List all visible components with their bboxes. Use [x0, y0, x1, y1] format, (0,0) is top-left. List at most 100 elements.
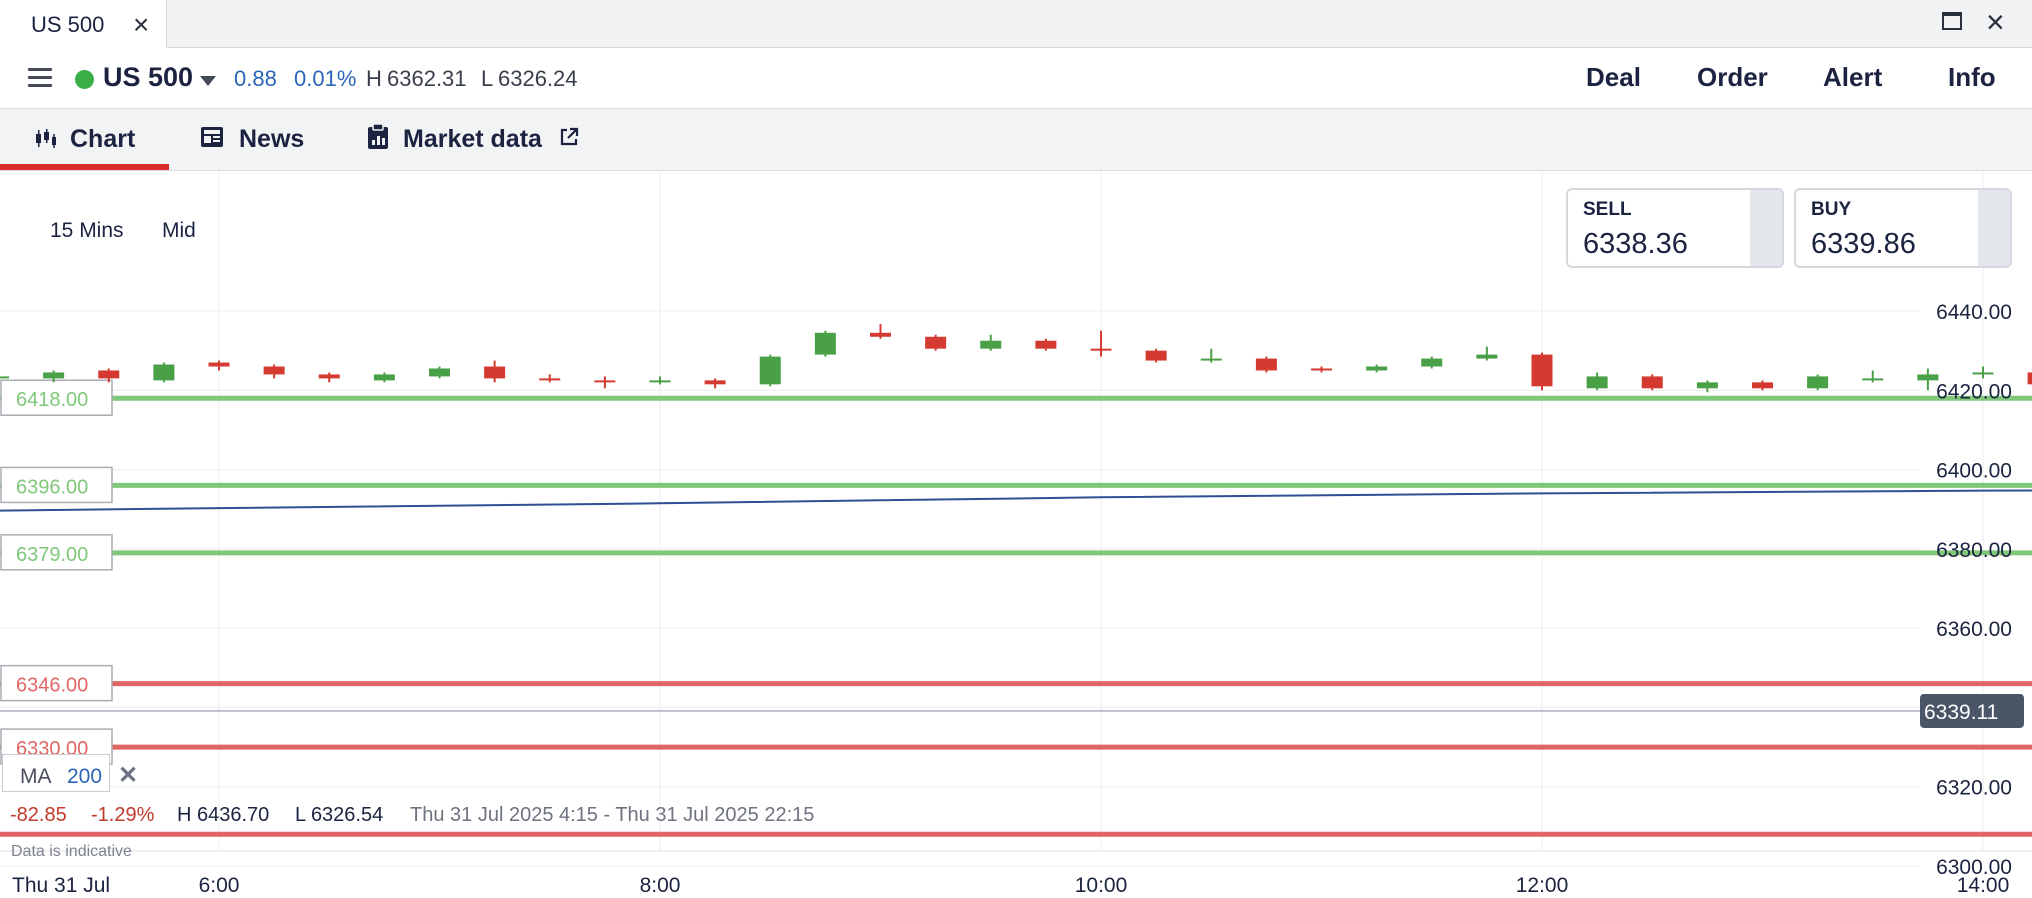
candle-body[interactable]	[814, 332, 836, 355]
period-change-value: -82.85	[10, 804, 67, 826]
y-axis-tick-label: 6360.00	[1936, 618, 2012, 641]
candle-body[interactable]	[1200, 358, 1222, 361]
candle-body[interactable]	[649, 380, 671, 383]
tab-title: US 500	[31, 12, 105, 37]
y-axis-tick-label: 6400.00	[1936, 460, 2012, 483]
candle-body[interactable]	[1311, 368, 1332, 371]
price-level-tag[interactable]	[0, 379, 113, 416]
high-value: 6362.31	[387, 66, 467, 91]
candle-body[interactable]	[1641, 376, 1663, 389]
candle-body[interactable]	[1090, 348, 1112, 351]
candle-body[interactable]	[539, 378, 561, 381]
period-change-percent: -1.29%	[91, 804, 155, 826]
buy-button-side	[1978, 190, 2010, 266]
candle-body[interactable]	[43, 372, 65, 379]
price-level-tag[interactable]	[0, 534, 113, 571]
price-level-label: 6346.00	[16, 675, 88, 697]
price-type-selector[interactable]: Mid	[150, 216, 208, 246]
y-axis-tick-label: 6440.00	[1936, 301, 2012, 324]
tab-market-data[interactable]: Market data	[364, 109, 594, 170]
candle-body[interactable]	[759, 356, 781, 385]
tab-chart[interactable]: Chart	[0, 109, 169, 170]
current-price-label: 6339.11	[1924, 701, 1998, 724]
candle-body[interactable]	[1035, 340, 1057, 349]
view-tabs: Chart News Market data	[0, 109, 2032, 171]
high-label: H	[366, 66, 382, 91]
candle-body[interactable]	[208, 362, 230, 367]
candle-body[interactable]	[1752, 382, 1773, 389]
candlestick-icon	[36, 129, 56, 148]
candle-body[interactable]	[704, 380, 726, 385]
maximize-icon[interactable]	[1942, 12, 1962, 30]
candle-body[interactable]	[373, 374, 395, 381]
tab-chart-label: Chart	[70, 125, 136, 153]
candle-body[interactable]	[1807, 376, 1829, 389]
window-tab[interactable]: US 500 ×	[0, 0, 167, 48]
candle-body[interactable]	[1255, 358, 1277, 371]
clipboard-icon	[368, 123, 388, 149]
period-range: Thu 31 Jul 2025 4:15 - Thu 31 Jul 2025 2…	[410, 804, 815, 826]
price-level-label: 6379.00	[16, 544, 88, 566]
sell-price: 6338.36	[1583, 228, 1688, 260]
indicator-period[interactable]: 200	[67, 765, 103, 788]
price-chart[interactable]: 6418.006396.006379.006346.006330.006440.…	[0, 171, 2032, 898]
x-axis-date-label: Thu 31 Jul	[12, 874, 110, 897]
candle-body[interactable]	[870, 332, 891, 337]
y-axis-tick-label: 6380.00	[1936, 539, 2012, 562]
candle-body[interactable]	[1696, 382, 1718, 389]
candle-body[interactable]	[1421, 358, 1443, 367]
candle-body[interactable]	[1917, 374, 1939, 381]
y-axis-tick-label: 6320.00	[1936, 777, 2012, 800]
candle-body[interactable]	[2027, 372, 2032, 385]
candle-body[interactable]	[594, 380, 616, 383]
candle-body[interactable]	[484, 366, 506, 379]
candle-body[interactable]	[925, 336, 947, 349]
candle-body[interactable]	[1366, 366, 1388, 371]
daily-change-percent: 0.01%	[294, 66, 357, 91]
timeframe-selector[interactable]: 15 Mins	[36, 216, 138, 246]
price-level-tag[interactable]	[0, 664, 113, 702]
ma-200-line	[0, 489, 2032, 512]
candle-body[interactable]	[0, 376, 9, 379]
external-link-icon[interactable]	[558, 126, 580, 148]
remove-indicator-icon[interactable]: ✕	[118, 762, 139, 789]
tab-news[interactable]: News	[196, 109, 316, 170]
candle-body[interactable]	[980, 340, 1002, 349]
x-axis-tick-label: 12:00	[1516, 874, 1569, 897]
x-axis-tick-label: 6:00	[199, 874, 240, 897]
candle-body[interactable]	[429, 368, 450, 377]
order-button[interactable]: Order	[1697, 62, 1768, 92]
candle-body[interactable]	[98, 370, 120, 379]
low-value: 6326.24	[498, 66, 578, 91]
candle-body[interactable]	[1862, 378, 1884, 381]
sell-label: SELL	[1583, 199, 1632, 220]
daily-change-value: 0.88	[234, 66, 277, 91]
x-axis-tick-label: 14:00	[1957, 874, 2010, 897]
sell-button[interactable]: SELL 6338.36	[1566, 188, 1784, 268]
tab-close-icon[interactable]: ×	[133, 9, 150, 40]
candle-body[interactable]	[1586, 376, 1608, 389]
title-bar: US 500 × ×	[0, 0, 2032, 48]
candle-body[interactable]	[1972, 372, 1994, 375]
buy-button[interactable]: BUY 6339.86	[1794, 188, 2012, 268]
y-axis-tick-label: 6300.00	[1936, 856, 2012, 879]
deal-button[interactable]: Deal	[1586, 62, 1641, 92]
info-button[interactable]: Info	[1948, 62, 1996, 92]
candle-body[interactable]	[153, 364, 175, 381]
y-axis-tick-label: 6420.00	[1936, 380, 2012, 403]
period-high: H 6436.70	[177, 804, 270, 826]
chevron-down-icon[interactable]	[200, 76, 216, 86]
candle-body[interactable]	[263, 366, 285, 375]
hamburger-menu-icon[interactable]	[28, 68, 52, 88]
price-level-label: 6418.00	[16, 389, 88, 411]
x-axis-tick-label: 8:00	[640, 874, 681, 897]
alert-button[interactable]: Alert	[1823, 62, 1883, 92]
market-name[interactable]: US 500	[103, 62, 194, 92]
candle-body[interactable]	[1476, 354, 1498, 359]
candle-body[interactable]	[1531, 354, 1553, 387]
window-close-icon[interactable]: ×	[1986, 4, 2005, 40]
candle-body[interactable]	[1145, 350, 1167, 361]
candle-body[interactable]	[318, 374, 340, 379]
tab-news-label: News	[239, 125, 305, 153]
price-level-tag[interactable]	[0, 466, 113, 504]
